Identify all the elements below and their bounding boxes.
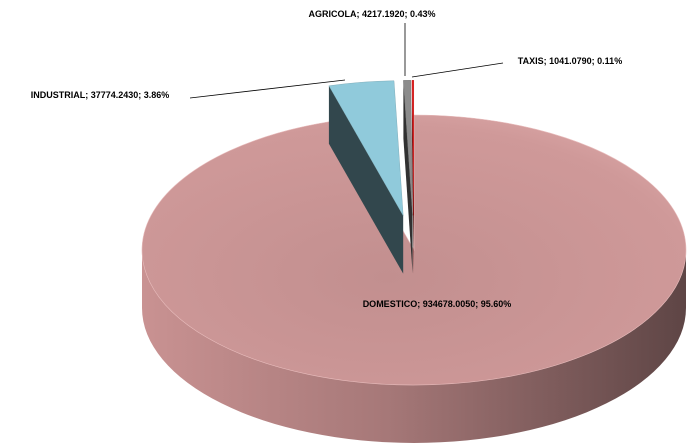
labels: DOMESTICO; 934678.0050; 95.60% INDUSTRIAL… xyxy=(31,9,623,309)
value-label: 934678.0050 xyxy=(423,299,476,309)
percent-label: 0.11% xyxy=(597,56,622,66)
slice-wall xyxy=(403,80,413,274)
value-label: 37774.2430 xyxy=(91,90,139,100)
category: DOMESTICO xyxy=(363,299,418,309)
data-label: AGRICOLA; 4217.1920; 0.43% xyxy=(308,9,435,19)
separator: ; xyxy=(544,56,550,66)
slice xyxy=(141,114,687,386)
data-label: INDUSTRIAL; 37774.2430; 3.86% xyxy=(31,90,170,100)
slice xyxy=(403,80,413,216)
slices xyxy=(141,80,687,443)
value-label: 4217.1920 xyxy=(362,9,405,19)
slice-side xyxy=(142,250,686,443)
slice xyxy=(328,80,404,216)
data-label: DOMESTICO; 934678.0050; 95.60% xyxy=(363,299,512,309)
separator: ; xyxy=(85,90,91,100)
leader-line xyxy=(411,62,504,78)
percent-label: 3.86% xyxy=(144,90,170,100)
data-label: TAXIS; 1041.0790; 0.11% xyxy=(518,56,622,66)
separator: ; xyxy=(475,299,481,309)
category: AGRICOLA xyxy=(308,9,356,19)
slice-wall xyxy=(328,85,404,274)
separator: ; xyxy=(356,9,362,19)
value-label: 1041.0790 xyxy=(549,56,592,66)
separator: ; xyxy=(405,9,411,19)
category: TAXIS xyxy=(518,56,544,66)
percent-label: 95.60% xyxy=(481,299,512,309)
separator: ; xyxy=(417,299,423,309)
category: INDUSTRIAL xyxy=(31,90,86,100)
percent-label: 0.43% xyxy=(410,9,436,19)
separator: ; xyxy=(138,90,144,100)
leader-line xyxy=(189,79,346,99)
slice xyxy=(411,80,414,216)
separator: ; xyxy=(592,56,598,66)
